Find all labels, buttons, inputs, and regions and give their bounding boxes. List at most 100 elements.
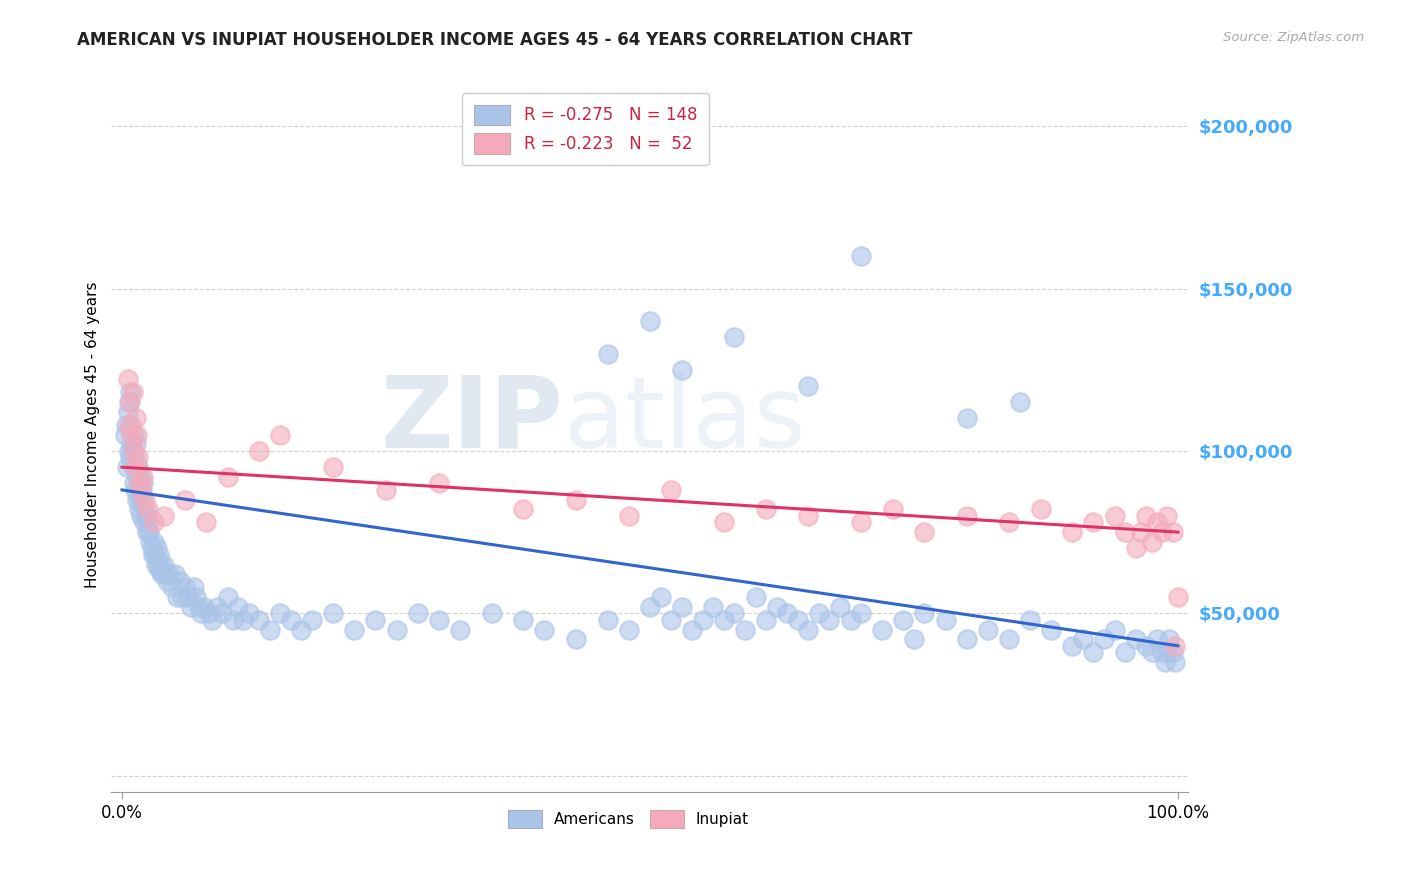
Point: [385, 623, 408, 637]
Point: [134, 492, 156, 507]
Point: [183, 580, 205, 594]
Point: [692, 613, 714, 627]
Point: [375, 483, 398, 497]
Point: [177, 590, 200, 604]
Point: [956, 508, 979, 523]
Point: [159, 567, 181, 582]
Point: [238, 607, 260, 621]
Point: [184, 590, 207, 604]
Point: [1159, 632, 1181, 647]
Point: [121, 437, 143, 451]
Point: [596, 346, 619, 360]
Point: [1154, 655, 1177, 669]
Point: [134, 516, 156, 530]
Point: [193, 599, 215, 614]
Point: [914, 607, 936, 621]
Point: [565, 632, 588, 647]
Point: [172, 590, 194, 604]
Point: [1029, 502, 1052, 516]
Point: [155, 567, 177, 582]
Point: [195, 516, 218, 530]
Point: [205, 599, 228, 614]
Point: [136, 525, 159, 540]
Point: [125, 470, 148, 484]
Point: [617, 508, 640, 523]
Point: [1040, 623, 1063, 637]
Point: [713, 613, 735, 627]
Point: [128, 476, 150, 491]
Point: [125, 437, 148, 451]
Point: [127, 460, 149, 475]
Point: [135, 508, 157, 523]
Point: [1129, 525, 1152, 540]
Point: [1008, 395, 1031, 409]
Point: [166, 590, 188, 604]
Point: [125, 427, 148, 442]
Point: [211, 607, 233, 621]
Point: [1125, 632, 1147, 647]
Point: [142, 548, 165, 562]
Point: [797, 508, 820, 523]
Point: [146, 541, 169, 556]
Point: [121, 385, 143, 400]
Point: [1161, 645, 1184, 659]
Point: [269, 427, 291, 442]
Point: [1083, 645, 1105, 659]
Point: [169, 574, 191, 588]
Point: [903, 632, 925, 647]
Point: [1019, 613, 1042, 627]
Point: [512, 613, 534, 627]
Point: [129, 492, 152, 507]
Point: [150, 567, 173, 582]
Point: [142, 516, 165, 530]
Point: [364, 613, 387, 627]
Point: [156, 574, 179, 588]
Point: [1161, 525, 1184, 540]
Point: [671, 599, 693, 614]
Point: [127, 483, 149, 497]
Point: [117, 405, 139, 419]
Point: [1114, 525, 1136, 540]
Point: [776, 607, 799, 621]
Point: [956, 632, 979, 647]
Text: AMERICAN VS INUPIAT HOUSEHOLDER INCOME AGES 45 - 64 YEARS CORRELATION CHART: AMERICAN VS INUPIAT HOUSEHOLDER INCOME A…: [77, 31, 912, 49]
Point: [893, 613, 915, 627]
Point: [247, 444, 270, 458]
Point: [406, 607, 429, 621]
Point: [1135, 639, 1157, 653]
Point: [190, 607, 212, 621]
Point: [914, 525, 936, 540]
Point: [132, 476, 155, 491]
Point: [882, 502, 904, 516]
Point: [128, 502, 150, 516]
Point: [681, 623, 703, 637]
Point: [723, 607, 745, 621]
Point: [828, 599, 851, 614]
Point: [138, 525, 160, 540]
Point: [849, 249, 872, 263]
Point: [659, 613, 682, 627]
Point: [322, 607, 344, 621]
Point: [148, 548, 170, 562]
Point: [118, 395, 141, 409]
Text: ZIP: ZIP: [381, 372, 564, 469]
Point: [125, 492, 148, 507]
Point: [786, 613, 808, 627]
Point: [1092, 632, 1115, 647]
Point: [153, 508, 176, 523]
Point: [638, 599, 661, 614]
Point: [1062, 525, 1084, 540]
Point: [129, 508, 152, 523]
Point: [1114, 645, 1136, 659]
Point: [765, 599, 787, 614]
Point: [201, 613, 224, 627]
Point: [124, 483, 146, 497]
Point: [138, 502, 160, 516]
Point: [713, 516, 735, 530]
Point: [301, 613, 323, 627]
Point: [118, 417, 141, 432]
Point: [671, 363, 693, 377]
Point: [638, 314, 661, 328]
Point: [122, 427, 145, 442]
Point: [723, 330, 745, 344]
